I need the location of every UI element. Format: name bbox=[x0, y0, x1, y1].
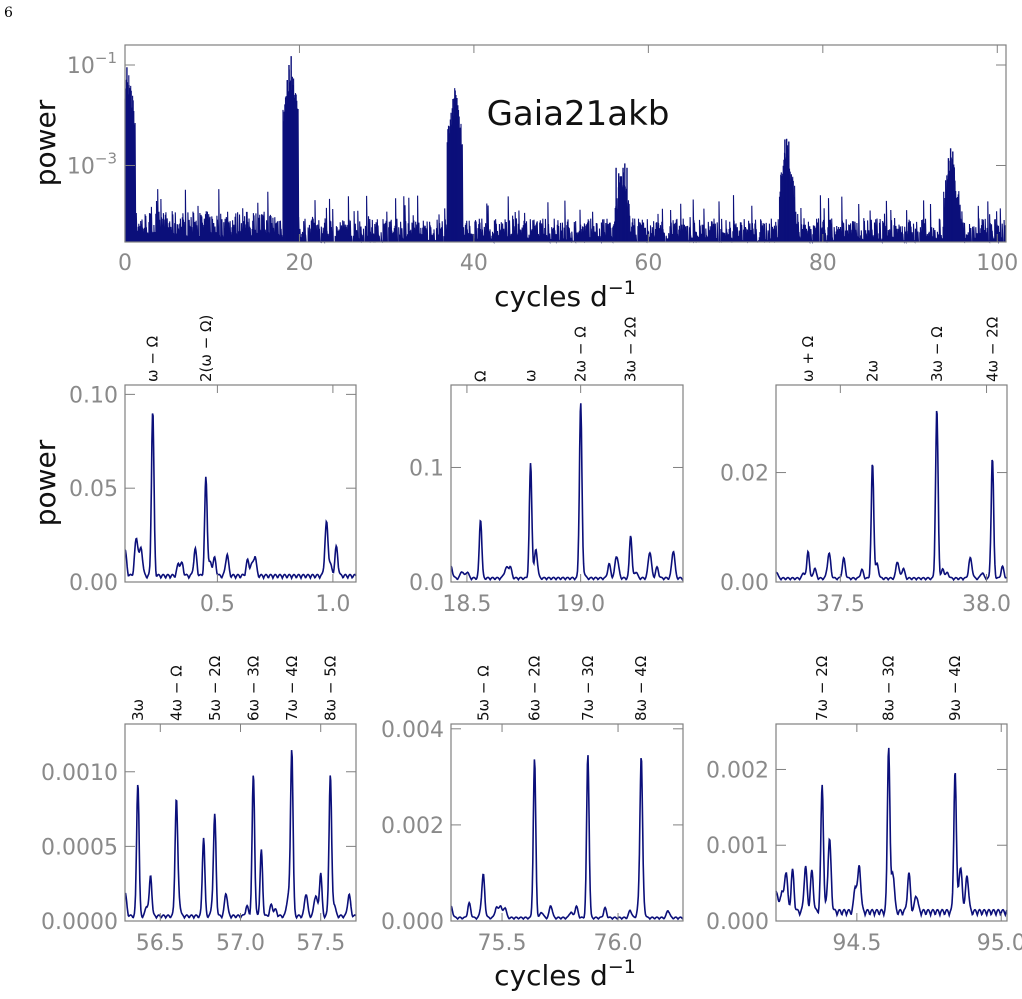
harmonic-annotation: 8ω − 3Ω bbox=[880, 656, 898, 721]
y-axis-label-main: power bbox=[29, 99, 62, 186]
y-tick-label: 10−1 bbox=[67, 49, 117, 79]
y-tick-label: 0.002 bbox=[381, 814, 444, 839]
y-tick-label: 0.10 bbox=[69, 383, 118, 408]
x-tick-label: 19.0 bbox=[556, 592, 605, 617]
x-tick-label: 57.0 bbox=[216, 931, 265, 956]
power-spectrum-line bbox=[775, 410, 1008, 582]
harmonic-annotation: 8ω − 5Ω bbox=[321, 656, 339, 721]
x-tick-label: 1.0 bbox=[315, 592, 350, 617]
y-tick-label: 0.1 bbox=[409, 456, 444, 481]
x-tick-label: 80 bbox=[809, 251, 837, 276]
power-spectrum-line bbox=[450, 403, 684, 582]
x-axis-label-main: cycles d−1 bbox=[494, 277, 636, 313]
y-tick-label: 0.02 bbox=[720, 462, 769, 487]
harmonic-annotation: ω − Ω bbox=[144, 336, 162, 382]
harmonic-annotation: 5ω − 2Ω bbox=[206, 656, 224, 721]
zoom-axes-frame bbox=[775, 384, 1008, 583]
harmonic-annotation: 7ω − 3Ω bbox=[579, 656, 597, 721]
y-tick-label: 0.00 bbox=[720, 571, 769, 596]
power-spectrum-line bbox=[450, 755, 684, 921]
zoom-axes-frame bbox=[450, 723, 684, 922]
chart-title: Gaia21akb bbox=[487, 94, 670, 134]
harmonic-annotation: ω + Ω bbox=[799, 336, 817, 382]
x-tick-label: 38.0 bbox=[962, 592, 1011, 617]
y-tick-label: 0.00 bbox=[69, 571, 118, 596]
harmonic-annotation: 3ω − Ω bbox=[928, 326, 946, 382]
x-tick-label: 57.5 bbox=[296, 931, 345, 956]
x-tick-label: 94.5 bbox=[832, 931, 881, 956]
x-tick-label: 56.5 bbox=[136, 931, 185, 956]
y-tick-label: 0.002 bbox=[706, 758, 769, 783]
x-tick-label: 20 bbox=[285, 251, 313, 276]
harmonic-annotation: ω bbox=[522, 369, 540, 382]
main-axes-frame bbox=[124, 44, 1007, 243]
y-tick-label: 10−3 bbox=[67, 149, 117, 179]
y-tick-label: 0.0 bbox=[409, 571, 444, 596]
harmonic-annotation: 2ω − Ω bbox=[572, 326, 590, 382]
harmonic-annotation: 5ω − Ω bbox=[475, 665, 493, 721]
harmonic-annotation: 8ω − 4Ω bbox=[632, 656, 650, 721]
x-tick-label: 60 bbox=[634, 251, 662, 276]
harmonic-annotation: 6ω − 3Ω bbox=[244, 656, 262, 721]
harmonic-annotation: 3ω bbox=[129, 699, 147, 721]
page-number: 6 bbox=[4, 5, 13, 21]
harmonic-annotation: Ω bbox=[472, 371, 490, 382]
harmonic-annotation: 6ω − 2Ω bbox=[526, 656, 544, 721]
power-spectrum-line bbox=[775, 747, 1008, 919]
power-spectrum-line bbox=[124, 750, 357, 920]
harmonic-annotation: 3ω − 2Ω bbox=[622, 317, 640, 382]
x-tick-label: 18.5 bbox=[442, 592, 491, 617]
harmonic-annotation: 2ω bbox=[864, 360, 882, 382]
x-axis-label-bottom: cycles d−1 bbox=[494, 956, 636, 992]
harmonic-annotation: 9ω − 4Ω bbox=[946, 656, 964, 721]
y-tick-label: 0.004 bbox=[381, 718, 444, 743]
x-tick-label: 95.0 bbox=[977, 931, 1022, 956]
y-tick-label: 0.000 bbox=[706, 910, 769, 935]
y-tick-label: 0.0000 bbox=[41, 910, 118, 935]
zoom-axes-frame bbox=[124, 384, 357, 583]
x-tick-label: 76.0 bbox=[594, 931, 643, 956]
x-tick-label: 0.5 bbox=[200, 592, 235, 617]
x-tick-label: 100 bbox=[976, 251, 1018, 276]
zoom-axes-frame bbox=[775, 723, 1008, 922]
power-spectrum-line bbox=[124, 413, 357, 581]
harmonic-annotation: 7ω − 4Ω bbox=[283, 656, 301, 721]
x-tick-label: 37.5 bbox=[816, 592, 865, 617]
harmonic-annotation: 2(ω − Ω) bbox=[197, 315, 215, 382]
y-tick-label: 0.000 bbox=[381, 910, 444, 935]
y-tick-label: 0.0010 bbox=[41, 761, 118, 786]
x-tick-label: 0 bbox=[118, 251, 132, 276]
zoom-axes-frame bbox=[450, 384, 684, 583]
x-tick-label: 40 bbox=[460, 251, 488, 276]
harmonic-annotation: 7ω − 2Ω bbox=[813, 656, 831, 721]
harmonic-annotation: 4ω − 2Ω bbox=[983, 317, 1001, 382]
y-tick-label: 0.05 bbox=[69, 477, 118, 502]
harmonic-annotation: 4ω − Ω bbox=[167, 665, 185, 721]
y-axis-label-zoom: power bbox=[29, 439, 62, 526]
y-tick-label: 0.0005 bbox=[41, 835, 118, 860]
x-tick-label: 75.5 bbox=[478, 931, 527, 956]
y-tick-label: 0.001 bbox=[706, 834, 769, 859]
power-spectrum-line bbox=[124, 69, 1007, 245]
